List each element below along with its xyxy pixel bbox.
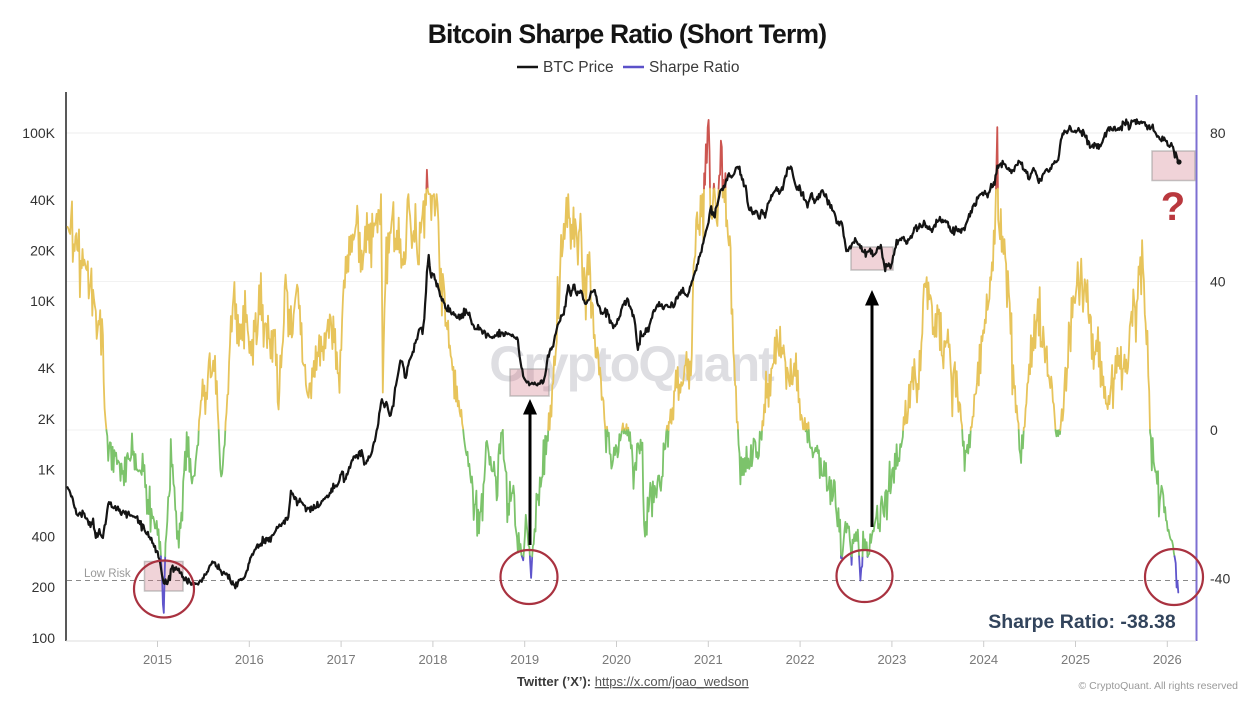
svg-text:© CryptoQuant. All rights rese: © CryptoQuant. All rights reserved: [1079, 680, 1239, 692]
svg-text:2021: 2021: [694, 652, 723, 667]
svg-text:2023: 2023: [877, 652, 906, 667]
svg-text:2025: 2025: [1061, 652, 1090, 667]
svg-text:10K: 10K: [30, 293, 56, 309]
svg-text:2K: 2K: [38, 411, 56, 427]
svg-text:200: 200: [32, 579, 56, 595]
svg-text:2018: 2018: [418, 652, 447, 667]
svg-text:Bitcoin Sharpe Ratio (Short Te: Bitcoin Sharpe Ratio (Short Term): [428, 19, 827, 49]
svg-text:40K: 40K: [30, 192, 56, 208]
svg-text:2026: 2026: [1153, 652, 1182, 667]
svg-text:0: 0: [1210, 422, 1218, 438]
svg-text:2024: 2024: [969, 652, 998, 667]
svg-text:2016: 2016: [235, 652, 264, 667]
svg-text:2015: 2015: [143, 652, 172, 667]
svg-text:2020: 2020: [602, 652, 631, 667]
svg-text:BTC Price: BTC Price: [543, 59, 614, 76]
svg-text:Sharpe Ratio: -38.38: Sharpe Ratio: -38.38: [988, 611, 1176, 633]
svg-text:80: 80: [1210, 125, 1226, 141]
svg-text:-40: -40: [1210, 571, 1230, 587]
svg-text:400: 400: [32, 529, 56, 545]
svg-text:Twitter (’X’): https://x.com/j: Twitter (’X’): https://x.com/joao_wedson: [517, 674, 749, 689]
svg-text:100: 100: [32, 630, 56, 646]
svg-text:?: ?: [1161, 185, 1185, 229]
svg-text:40: 40: [1210, 274, 1226, 290]
svg-text:CryptoQuant: CryptoQuant: [489, 336, 775, 392]
svg-text:4K: 4K: [38, 360, 56, 376]
svg-text:2022: 2022: [786, 652, 815, 667]
svg-text:1K: 1K: [38, 462, 56, 478]
svg-text:20K: 20K: [30, 243, 56, 259]
svg-text:Low Risk: Low Risk: [84, 568, 131, 580]
svg-text:100K: 100K: [22, 125, 55, 141]
svg-text:2017: 2017: [327, 652, 356, 667]
svg-text:Sharpe Ratio: Sharpe Ratio: [649, 59, 739, 76]
svg-text:2019: 2019: [510, 652, 539, 667]
